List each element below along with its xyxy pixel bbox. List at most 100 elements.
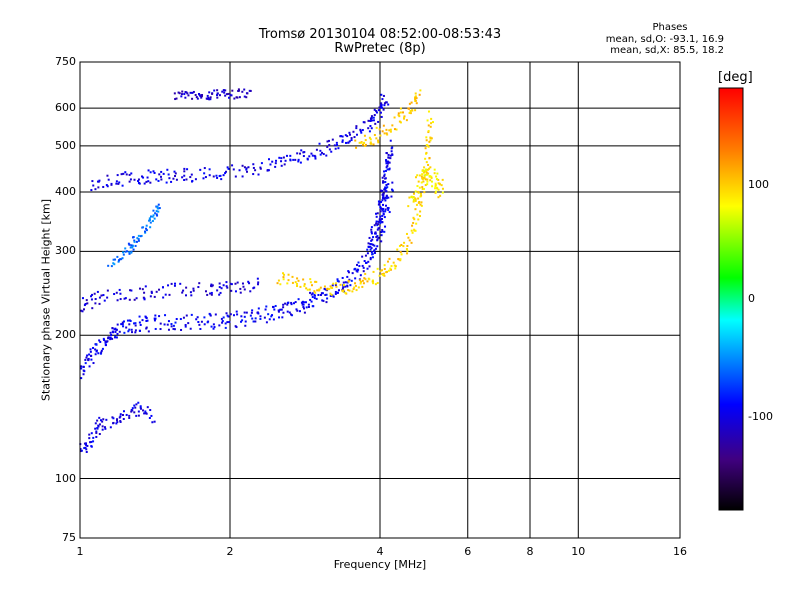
data-point <box>239 287 242 290</box>
data-point <box>106 174 109 177</box>
data-point <box>372 270 375 273</box>
data-point <box>268 318 271 321</box>
data-point <box>271 314 274 317</box>
data-point <box>259 317 262 320</box>
data-point <box>284 302 287 305</box>
data-point <box>164 293 167 296</box>
data-point <box>285 154 288 157</box>
data-point <box>398 115 401 118</box>
data-point <box>90 440 93 443</box>
data-point <box>137 414 140 417</box>
data-point <box>245 167 248 170</box>
data-point <box>133 178 136 181</box>
data-point <box>243 288 246 291</box>
data-point <box>302 307 305 310</box>
data-point <box>368 236 371 239</box>
data-point <box>415 102 418 105</box>
data-point <box>124 297 127 300</box>
data-point <box>383 102 386 105</box>
data-point <box>403 116 406 119</box>
data-point <box>95 431 98 434</box>
data-point <box>421 177 424 180</box>
data-point <box>143 412 146 415</box>
data-point <box>134 244 137 247</box>
data-point <box>380 240 383 243</box>
data-point <box>318 288 321 291</box>
data-point <box>124 171 127 174</box>
data-point <box>249 290 252 293</box>
data-point <box>232 314 235 317</box>
data-point <box>294 281 297 284</box>
data-point <box>220 287 223 290</box>
data-point <box>309 298 312 301</box>
data-point <box>383 175 386 178</box>
data-point <box>149 171 152 174</box>
data-point <box>243 315 246 318</box>
data-point <box>381 221 384 224</box>
data-point <box>106 289 109 292</box>
data-point <box>396 248 399 251</box>
data-point <box>271 160 274 163</box>
data-point <box>99 352 102 355</box>
data-point <box>380 105 383 108</box>
data-point <box>377 200 380 203</box>
data-point <box>133 322 136 325</box>
data-point <box>146 176 149 179</box>
data-point <box>318 142 321 145</box>
data-point <box>96 290 99 293</box>
data-point <box>173 284 176 287</box>
data-point <box>362 282 365 285</box>
data-point <box>386 186 389 189</box>
data-point <box>243 166 246 169</box>
data-point <box>200 320 203 323</box>
data-point <box>248 89 251 92</box>
data-point <box>89 441 92 444</box>
data-point <box>119 292 122 295</box>
data-point <box>423 191 426 194</box>
data-point <box>212 323 215 326</box>
data-point <box>131 331 134 334</box>
data-point <box>350 139 353 142</box>
data-point <box>119 420 122 423</box>
data-point <box>125 326 128 329</box>
data-point <box>382 108 385 111</box>
data-point <box>383 188 386 191</box>
data-point <box>319 149 322 152</box>
data-point <box>314 155 317 158</box>
data-point <box>289 154 292 157</box>
data-point <box>376 235 379 238</box>
data-point <box>132 236 135 239</box>
data-point <box>174 282 177 285</box>
data-point <box>361 279 364 282</box>
data-point <box>382 124 385 127</box>
data-point <box>90 445 93 448</box>
data-point <box>386 206 389 209</box>
y-tick-label: 75 <box>62 531 76 544</box>
data-point <box>295 308 298 311</box>
data-point <box>147 180 150 183</box>
data-point <box>86 302 89 305</box>
data-point <box>379 218 382 221</box>
data-point <box>110 183 113 186</box>
data-point <box>145 326 148 329</box>
data-point <box>241 175 244 178</box>
data-point <box>348 289 351 292</box>
data-point <box>150 290 153 293</box>
data-point <box>380 104 383 107</box>
data-point <box>337 147 340 150</box>
data-point <box>146 406 149 409</box>
data-point <box>411 196 414 199</box>
data-point <box>375 222 378 225</box>
data-point <box>414 197 417 200</box>
data-point <box>382 181 385 184</box>
data-point <box>425 139 428 142</box>
data-point <box>196 97 199 100</box>
colorbar-unit: [deg] <box>718 70 753 85</box>
data-point <box>277 309 280 312</box>
data-point <box>238 169 241 172</box>
data-point <box>213 89 216 92</box>
data-point <box>145 412 148 415</box>
data-point <box>104 340 107 343</box>
data-point <box>168 293 171 296</box>
data-point <box>385 190 388 193</box>
